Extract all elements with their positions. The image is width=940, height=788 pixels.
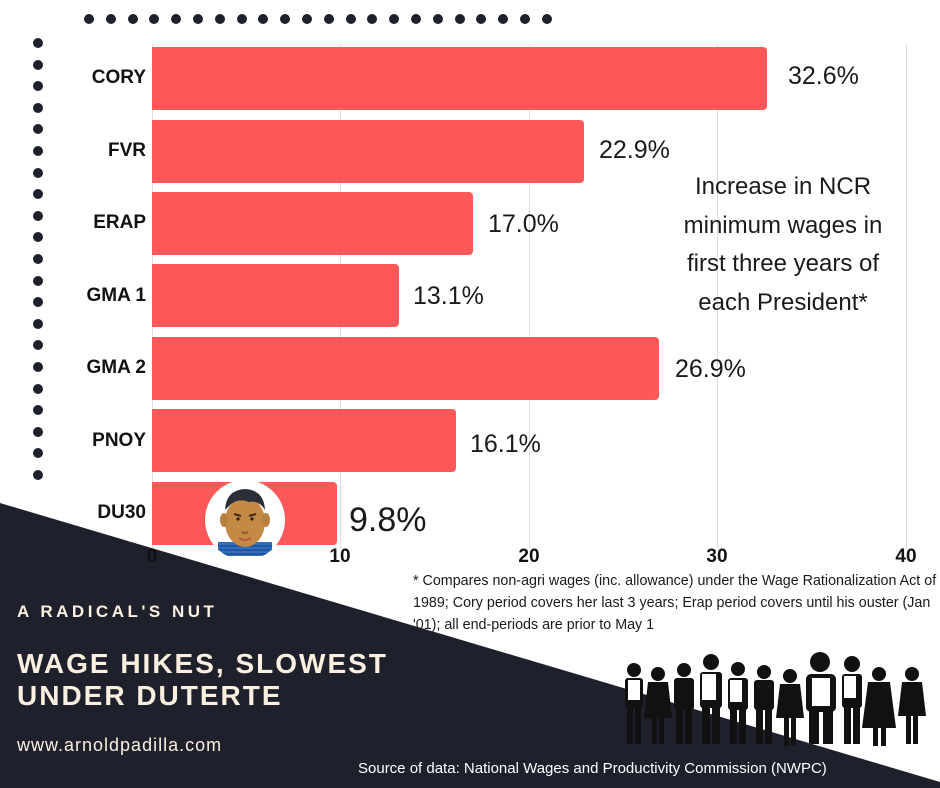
brand-label: A RADICAL'S NUT	[17, 602, 218, 621]
category-label: GMA 1	[86, 285, 146, 306]
value-label: 17.0%	[488, 210, 559, 238]
x-tick: 20	[518, 546, 540, 567]
annotation-line: Increase in NCR	[694, 173, 872, 200]
category-label: ERAP	[93, 212, 146, 233]
bar-pnoy	[152, 409, 456, 472]
bar-erap	[152, 192, 473, 255]
chart-annotation: Increase in NCR minimum wages in first t…	[658, 168, 908, 322]
workers-silhouette-icon	[625, 652, 926, 746]
category-label: FVR	[108, 140, 146, 161]
category-label: CORY	[91, 67, 146, 88]
bar-gma1	[152, 264, 399, 327]
category-label: DU30	[97, 502, 146, 523]
bar-gma2	[152, 337, 659, 400]
value-label: 26.9%	[675, 355, 746, 383]
bar-cory	[152, 47, 767, 110]
footnote: * Compares non-agri wages (inc. allowanc…	[413, 573, 937, 633]
dots-left-decoration	[33, 38, 43, 480]
website-link[interactable]: www.arnoldpadilla.com	[17, 735, 223, 755]
dots-top-decoration	[84, 14, 552, 24]
x-tick: 40	[895, 546, 917, 567]
annotation-line: minimum wages in	[683, 211, 883, 239]
gridline-30	[717, 44, 718, 548]
annotation-line: each President*	[698, 288, 868, 316]
headline-line: UNDER DUTERTE	[17, 680, 283, 711]
headline: WAGE HIKES, SLOWEST UNDER DUTERTE	[17, 648, 388, 712]
category-label: GMA 2	[86, 357, 146, 378]
value-label: 16.1%	[470, 430, 541, 458]
bar-fvr	[152, 120, 584, 183]
gridline-20	[529, 44, 530, 548]
headline-line: WAGE HIKES, SLOWEST	[17, 648, 388, 679]
value-label: 22.9%	[599, 136, 670, 164]
gridline-40	[906, 44, 907, 548]
value-label: 9.8%	[349, 501, 427, 539]
x-tick: 10	[329, 546, 351, 567]
annotation-line: first three years of	[686, 250, 880, 277]
duterte-caricature-icon	[205, 480, 285, 556]
data-source: Source of data: National Wages and Produ…	[358, 760, 827, 777]
x-tick: 0	[146, 546, 158, 567]
value-label: 32.6%	[788, 62, 859, 90]
x-tick: 30	[706, 546, 728, 567]
category-label: PNOY	[92, 430, 146, 451]
value-label: 13.1%	[413, 282, 484, 310]
